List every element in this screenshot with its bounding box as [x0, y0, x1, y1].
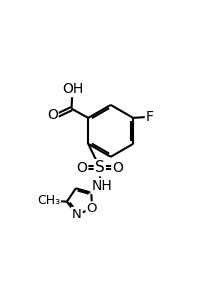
Text: O: O: [112, 161, 123, 175]
Text: F: F: [146, 110, 154, 124]
Text: S: S: [95, 160, 105, 175]
Text: NH: NH: [91, 179, 112, 193]
Text: O: O: [76, 161, 87, 175]
Text: CH₃: CH₃: [37, 194, 60, 207]
Text: N: N: [72, 208, 82, 221]
Text: O: O: [47, 108, 58, 122]
Text: O: O: [87, 202, 97, 215]
Text: OH: OH: [63, 82, 84, 96]
